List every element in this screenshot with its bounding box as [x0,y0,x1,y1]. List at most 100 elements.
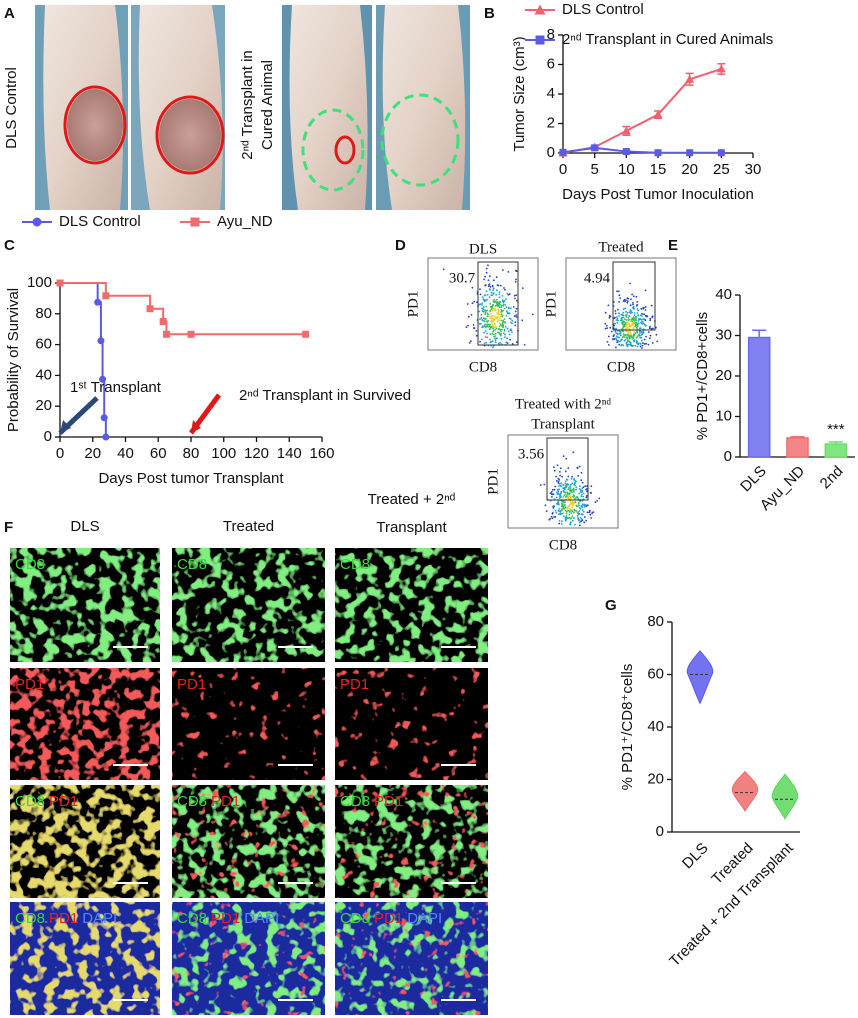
event-dot [643,343,646,345]
series-line [562,146,722,154]
event-dot [626,300,629,302]
event-dot [492,318,494,321]
event-dot [606,341,609,343]
event-dot [482,319,484,322]
event-dot [568,486,570,489]
event-dot [489,302,492,305]
event-dot [576,495,578,498]
event-dot [624,307,627,310]
channel-label: PD1 [177,676,206,693]
event-dot [614,322,616,325]
y-tick-label: 80 [647,613,664,630]
event-dot [481,307,484,310]
event-dot [560,520,563,523]
event-dot [607,304,610,307]
event-dot [624,324,627,326]
photo-label: Cured Animal [259,60,276,150]
event-dot [491,323,494,326]
event-dot [622,314,625,317]
flow-title: Transplant [531,416,595,432]
panel-letter: G [605,597,617,614]
event-dot [492,289,495,291]
event-dot [504,336,506,338]
event-dot [552,493,555,496]
event-dot [567,475,570,478]
event-dot [614,312,617,315]
event-dot [502,309,505,312]
event-dot [487,325,489,328]
event-dot [626,314,628,316]
event-dot [481,304,483,306]
event-dot [606,327,609,329]
event-dot [494,308,497,310]
event-dot [655,333,658,336]
x-axis-label: Days Post Tumor Inoculation [562,186,754,203]
event-dot [571,504,574,506]
event-dot [550,493,553,495]
event-dot [615,337,617,339]
event-dot [633,334,636,336]
event-dot [556,488,559,491]
event-dot [497,312,499,314]
x-tick-label: DLS [679,840,712,873]
event-dot [574,523,576,526]
event-dot [627,321,629,324]
event-dot [498,302,500,304]
event-dot [585,495,588,497]
event-dot [558,513,560,516]
event-dot [560,485,563,488]
event-dot [564,491,566,494]
event-dot [570,512,573,515]
event-dot [483,278,485,281]
event-dot [572,504,575,506]
event-dot [572,511,575,514]
mouse [289,5,368,210]
event-dot [510,318,512,320]
event-dot [488,315,491,318]
channel-label: CD8 PD1 [177,793,240,810]
event-dot [479,340,481,343]
micrograph [10,902,160,1015]
event-dot [492,326,495,329]
event-dot [503,307,506,310]
event-dot [553,516,555,518]
event-dot [626,301,629,304]
gate [612,261,656,331]
x-axis-label: Days Post tumor Transplant [98,470,284,487]
event-dot [634,344,637,347]
legend-marker [534,4,546,15]
event-dot [631,317,634,320]
event-dot [479,318,481,321]
event-dot [486,324,489,326]
event-dot [502,320,505,323]
event-dot [569,490,572,493]
tumor [159,99,221,171]
event-dot [604,327,607,330]
event-dot [644,324,647,327]
event-dot [511,319,514,322]
legend-label: DLS Control [562,1,644,18]
event-dot [623,336,626,338]
event-dot [484,336,487,338]
x-tick-label: 140 [277,445,302,462]
event-dot [623,340,626,342]
event-dot [636,312,639,314]
event-dot [625,299,627,301]
event-dot [499,329,502,331]
event-dot [506,342,509,345]
event-dot [638,318,641,321]
event-dot [583,516,586,518]
event-dot [615,338,618,341]
micrograph [335,548,488,662]
marker [99,375,107,383]
event-dot [499,333,502,336]
marker [159,318,167,325]
dashed-circle [380,93,460,187]
event-dot [485,267,488,270]
event-dot [487,264,489,267]
significance: *** [827,421,845,438]
event-dot [493,322,496,325]
event-dot [641,344,644,347]
event-dot [622,308,625,310]
channel-word: CD8 [177,910,207,927]
